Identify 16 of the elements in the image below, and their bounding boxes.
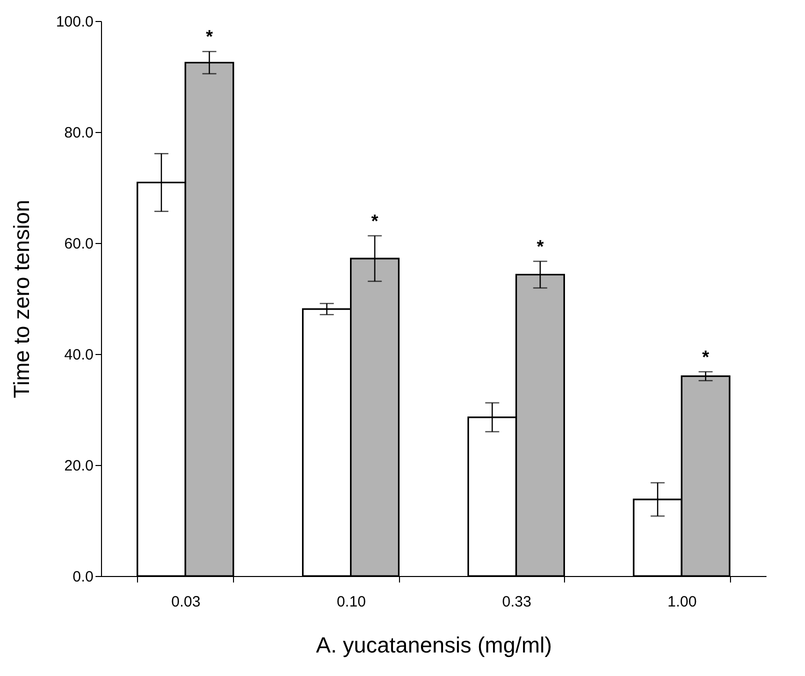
x-axis-title: A. yucatanensis (mg/ml) <box>316 632 552 658</box>
annotation: * <box>371 210 378 231</box>
annotation: * <box>536 236 544 256</box>
x-tick-label: 0.10 <box>336 594 366 610</box>
x-tick-label: 0.33 <box>502 594 532 610</box>
annotation: * <box>702 346 710 367</box>
y-tick-label: 20.0 <box>64 458 94 474</box>
y-tick-label: 40.0 <box>64 346 94 364</box>
annotation: * <box>206 26 213 47</box>
x-tick-label: 0.03 <box>171 594 200 610</box>
y-tick-label: 60.0 <box>64 236 94 252</box>
x-tick-label: 1.00 <box>668 594 697 610</box>
y-tick-label: 0.0 <box>72 568 94 586</box>
y-tick-label: 80.0 <box>64 124 94 142</box>
y-axis-title: Time to zero tension <box>8 200 34 398</box>
y-tick-label: 100.0 <box>56 14 94 30</box>
